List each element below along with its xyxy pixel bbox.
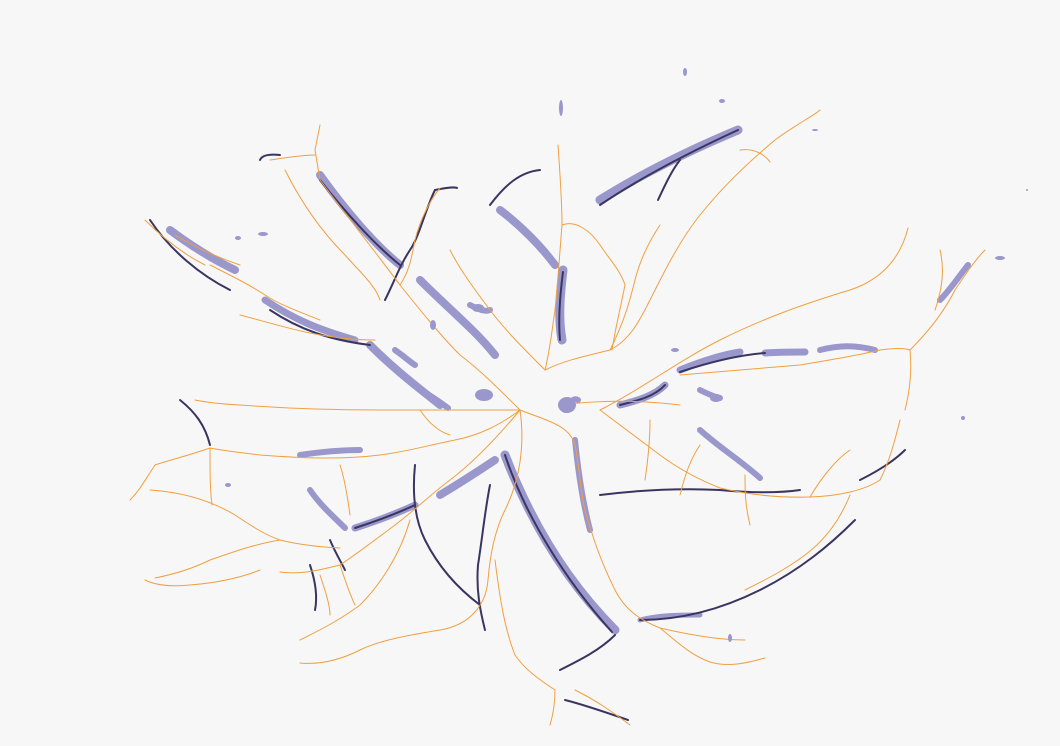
vessel-cores — [149, 129, 906, 721]
vessel-fragments — [225, 68, 1028, 642]
vessel-centerlines — [129, 109, 986, 726]
